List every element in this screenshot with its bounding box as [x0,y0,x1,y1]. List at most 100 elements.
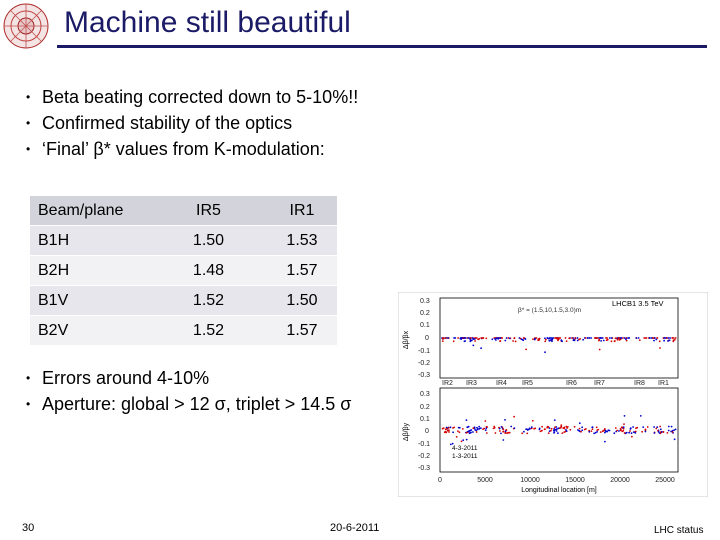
measurement-point [458,431,461,434]
measurement-point [594,337,597,339]
measurement-point [444,337,447,339]
measurement-point [673,429,675,431]
table-cell: 1.50 [267,285,337,316]
table-row: B2H 1.48 1.57 [30,255,337,286]
measurement-point [600,340,602,342]
measurement-point [478,337,481,340]
measurement-point [593,432,595,435]
measurement-point [578,427,581,430]
bullet-text: Errors around 4-10% [42,368,210,388]
bullet-item: • Errors around 4-10% [20,365,400,391]
measurement-point [595,426,598,429]
y-axis-label-bottom: Δβ/βy [403,422,410,441]
measurement-point [544,428,546,430]
measurement-point [447,337,450,339]
beta-star-annotation: β* = (1.5,10,1.5,3.0)m [518,307,581,314]
measurement-point [513,415,515,418]
measurement-point [622,429,625,432]
measurement-point [482,428,484,430]
measurement-point [500,426,503,428]
measurement-point [663,339,665,342]
measurement-point [645,337,648,339]
measurement-point [608,337,611,339]
measurement-point [527,428,530,431]
measurement-point [557,427,560,430]
measurement-point [655,427,658,430]
y-tick-label: 0.3 [420,298,430,305]
measurement-point [442,427,445,429]
measurement-point [599,337,602,339]
measurement-point [513,427,516,429]
measurement-point [606,337,608,339]
bullet-list: • Beta beating corrected down to 5-10%!!… [20,84,380,162]
measurement-point [614,427,617,429]
measurement-point [610,337,613,339]
measurement-point [553,428,555,430]
measurement-point [569,428,572,431]
measurement-point [599,431,602,433]
measurement-point [538,337,541,340]
bullet-text: Confirmed stability of the optics [42,113,293,133]
measurement-point [625,431,628,434]
footer-title: LHC status [654,525,704,536]
ir-label: IR1 [658,380,669,387]
ir-label: IR8 [634,380,645,387]
measurement-point [618,430,620,432]
measurement-point [659,428,662,431]
ir-label: IR4 [496,380,507,387]
measurement-point [619,428,622,430]
measurement-point [581,429,584,432]
y-tick-label: -0.3 [418,465,430,472]
measurement-point [541,429,543,432]
measurement-point [464,337,467,339]
measurement-point [484,429,487,432]
bullet-text: Beta beating corrected down to 5-10%!! [42,87,359,107]
y-tick-label: -0.2 [418,453,430,460]
table-cell: 1.48 [150,255,267,286]
measurement-point [499,340,502,342]
measurement-point [561,432,564,434]
measurement-point [654,337,656,339]
measurement-point [655,338,658,341]
measurement-point [606,430,609,433]
measurement-point [665,337,668,339]
measurement-point [601,337,604,339]
measurement-point [613,432,616,435]
measurement-point [544,337,546,340]
measurement-point [582,338,584,341]
measurement-point [603,429,605,432]
measurement-point [610,340,613,343]
measurement-point [486,426,489,428]
measurement-point [457,337,459,339]
table-row: B2V 1.52 1.57 [30,315,337,346]
ir-label: IR6 [566,380,577,387]
measurement-point [585,428,587,430]
measurement-point [635,337,638,339]
measurement-point [474,429,477,431]
table-cell: 1.57 [267,315,337,346]
measurement-point [526,432,529,435]
ir-label: IR5 [522,380,533,387]
measurement-point [565,340,568,342]
measurement-point [564,337,567,339]
ir-label: IR3 [466,380,477,387]
measurement-point [656,337,659,339]
bullet-item: • Beta beating corrected down to 5-10%!! [20,84,380,110]
measurement-point [499,430,501,432]
measurement-point [494,337,496,340]
measurement-point [485,427,488,430]
measurement-point [630,432,633,435]
lhc-logo [3,3,49,49]
measurement-point [669,337,671,339]
measurement-point [465,438,468,441]
measurement-point [565,425,568,428]
measurement-point [480,347,482,350]
measurement-point [461,428,464,430]
measurement-point [449,443,452,446]
table-cell: 1.57 [267,255,337,286]
measurement-point [636,426,639,429]
measurement-point [493,426,496,429]
bullet-icon: • [26,371,31,385]
measurement-point [485,337,488,340]
plot-border [397,291,709,498]
